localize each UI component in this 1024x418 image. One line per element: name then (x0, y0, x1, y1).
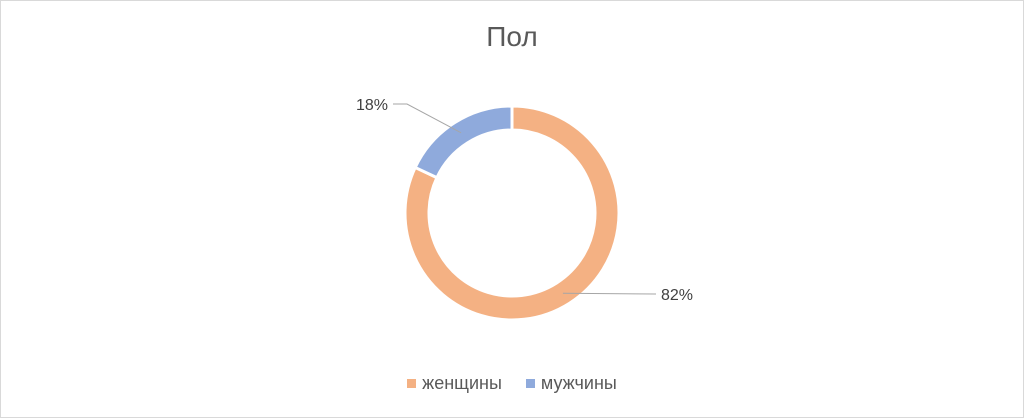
legend-label-women: женщины (422, 373, 502, 393)
data-label-women: 82% (661, 287, 693, 304)
legend: женщины мужчины (1, 373, 1023, 394)
legend-item-women: женщины (407, 373, 502, 394)
legend-swatch-women (407, 379, 417, 388)
legend-item-men: мужчины (525, 373, 617, 394)
data-label-men: 18% (356, 97, 388, 114)
slice-women (403, 104, 621, 322)
legend-label-men: мужчины (540, 373, 617, 393)
legend-swatch-men (525, 379, 535, 388)
leader-line-men (393, 103, 462, 134)
leader-line-women (562, 292, 657, 295)
slice-men (413, 104, 514, 180)
chart-title: Пол (486, 21, 538, 52)
